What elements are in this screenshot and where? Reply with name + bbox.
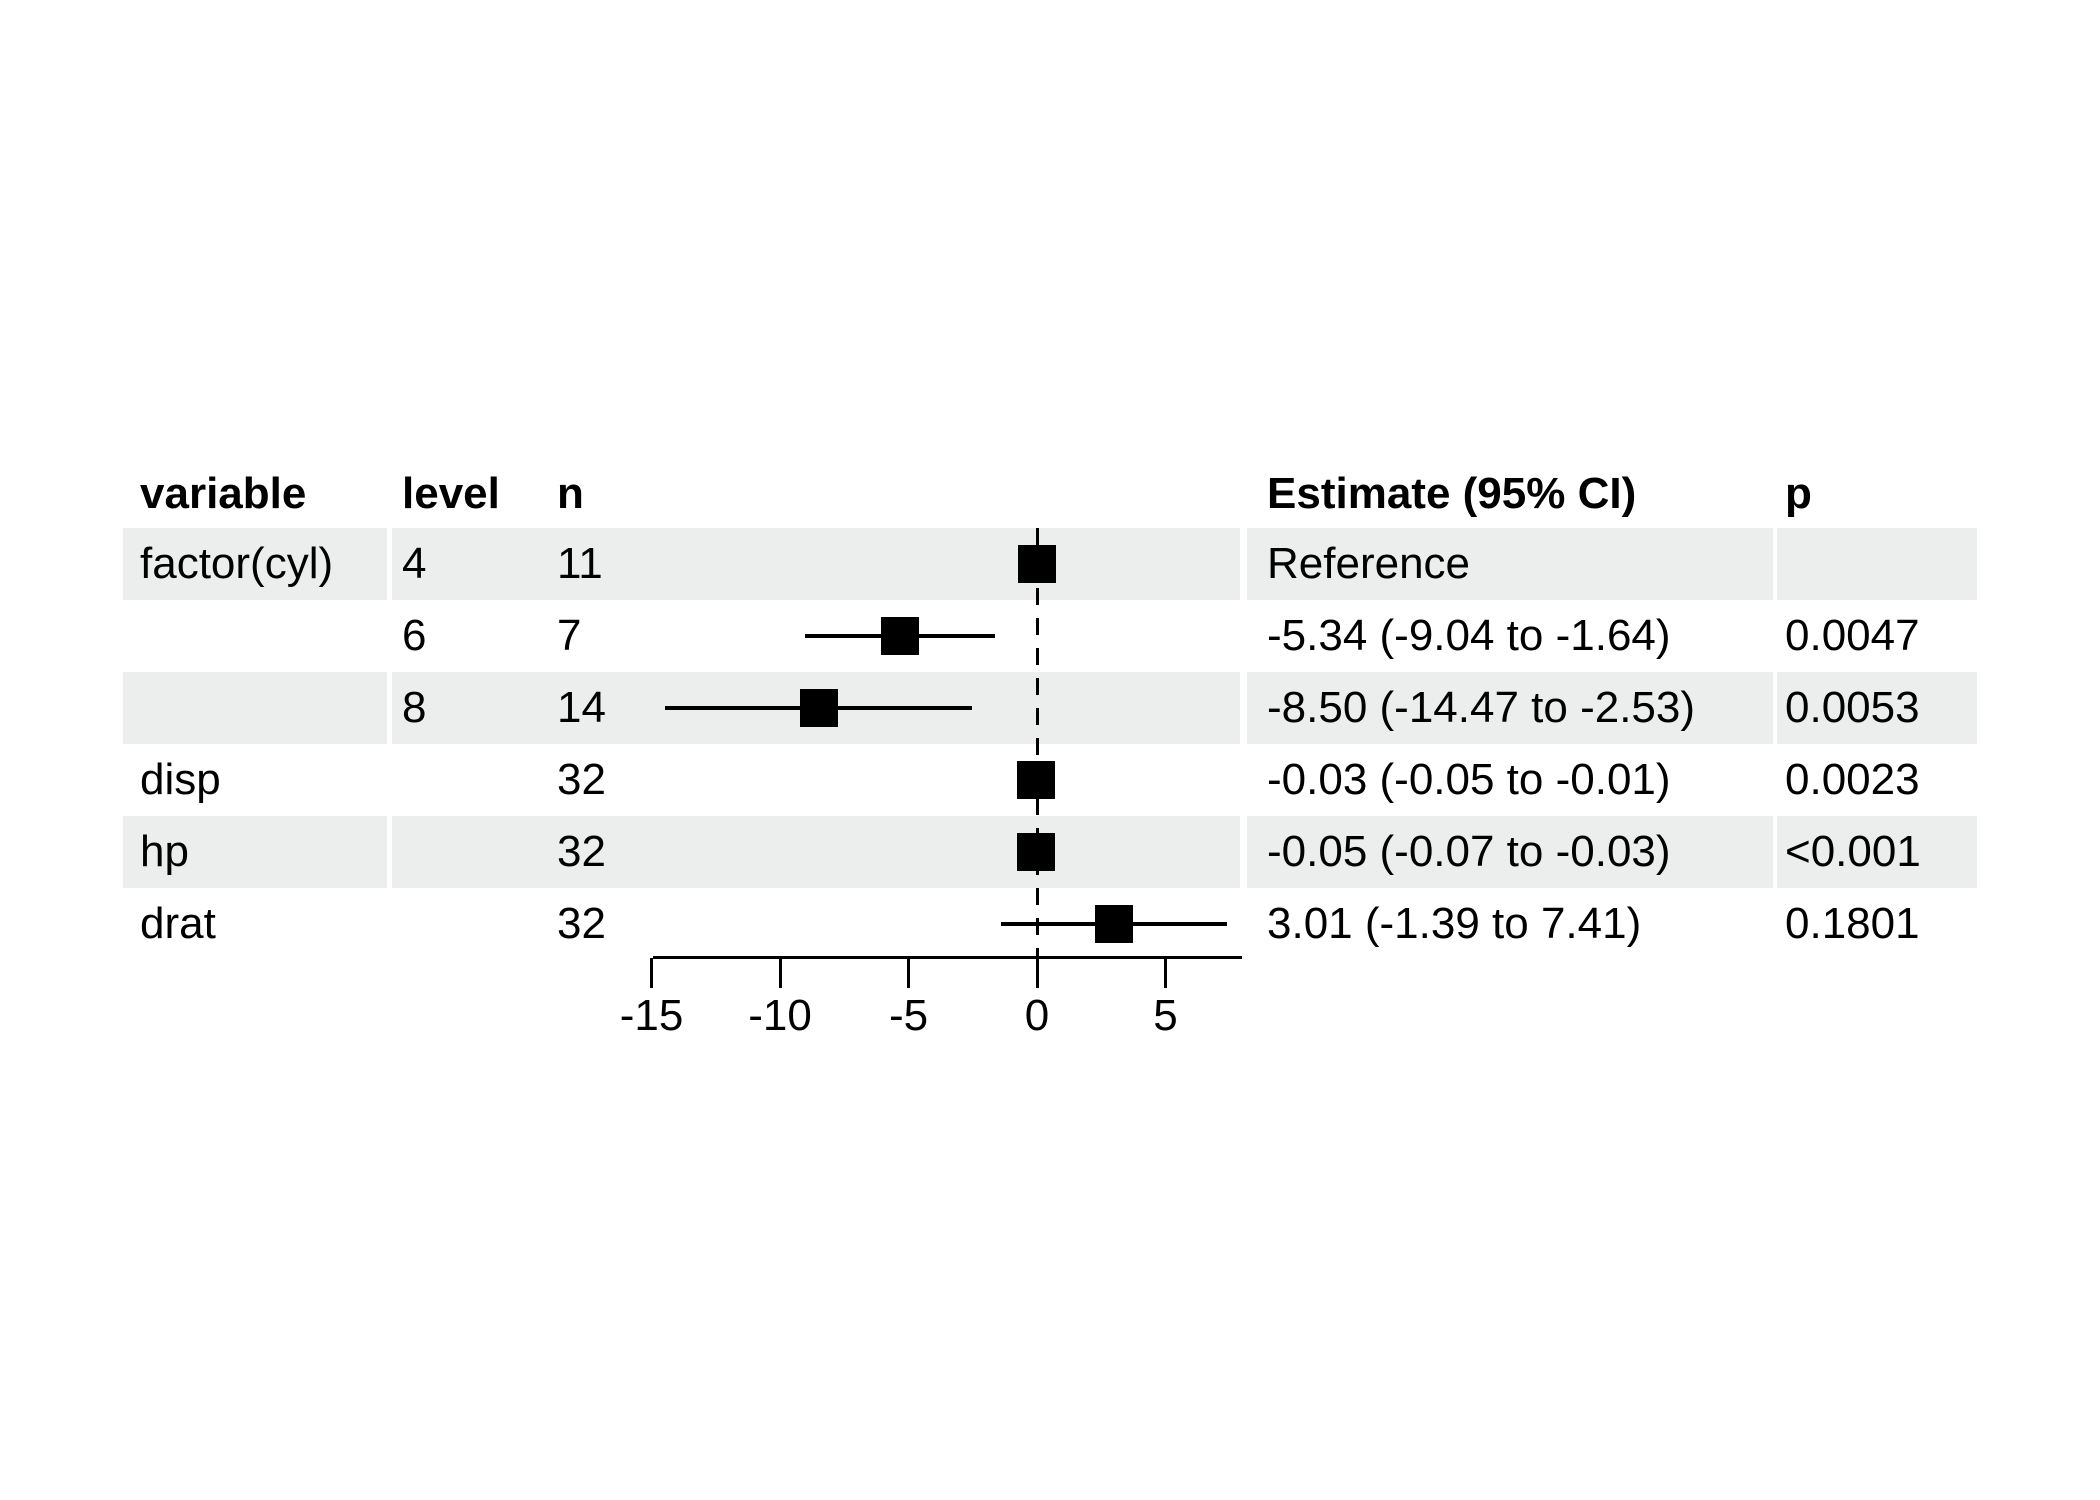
row-stripe-shaded xyxy=(123,528,387,600)
x-axis-tick xyxy=(650,958,653,988)
cell-variable: drat xyxy=(140,899,216,948)
cell-estimate: Reference xyxy=(1267,539,1471,588)
cell-level: 4 xyxy=(402,539,427,588)
cell-p: 0.1801 xyxy=(1785,899,1920,948)
x-axis-tick xyxy=(1164,958,1167,988)
row-stripe-shaded xyxy=(1247,816,1773,888)
cell-estimate: 3.01 (-1.39 to 7.41) xyxy=(1267,899,1642,948)
cell-estimate: -5.34 (-9.04 to -1.64) xyxy=(1267,611,1671,660)
row-stripe-plain xyxy=(392,744,1240,816)
cell-n: 11 xyxy=(557,539,603,588)
row-stripe-shaded xyxy=(392,528,1240,600)
row-stripe-shaded xyxy=(1247,528,1773,600)
point-estimate-marker xyxy=(799,689,838,727)
row-stripe-shaded xyxy=(1777,672,1977,744)
cell-variable: disp xyxy=(140,755,221,804)
cell-n: 32 xyxy=(557,827,606,876)
cell-p: 0.0047 xyxy=(1785,611,1920,660)
x-axis-tick xyxy=(778,958,782,988)
cell-p: <0.001 xyxy=(1785,827,1921,876)
column-header-estimate: Estimate (95% CI) xyxy=(1267,469,1637,518)
cell-level: 8 xyxy=(402,683,427,732)
zero-reference-line xyxy=(1035,528,1039,956)
cell-n: 14 xyxy=(557,683,606,732)
cell-p: 0.0023 xyxy=(1785,755,1920,804)
cell-p: 0.0053 xyxy=(1785,683,1920,732)
cell-n: 7 xyxy=(557,611,582,660)
row-stripe-shaded xyxy=(1777,816,1977,888)
point-estimate-marker xyxy=(1095,905,1134,943)
row-stripe-shaded xyxy=(123,672,387,744)
x-axis-tick-label: -10 xyxy=(748,991,812,1040)
column-header-p: p xyxy=(1785,469,1812,518)
cell-variable: factor(cyl) xyxy=(140,539,334,588)
point-estimate-marker xyxy=(1017,761,1056,799)
cell-level: 6 xyxy=(402,611,427,660)
cell-n: 32 xyxy=(557,899,606,948)
cell-variable: hp xyxy=(140,827,189,876)
x-axis-tick-label: 0 xyxy=(1024,991,1050,1040)
row-stripe-shaded xyxy=(1247,672,1773,744)
point-estimate-marker xyxy=(880,617,919,655)
x-axis-tick-label: -15 xyxy=(619,991,684,1040)
cell-estimate: -0.03 (-0.05 to -0.01) xyxy=(1267,755,1671,804)
row-stripe-shaded xyxy=(392,816,1240,888)
x-axis-tick-label: 5 xyxy=(1153,991,1178,1040)
x-axis-line xyxy=(653,956,1242,959)
x-axis-tick-label: -5 xyxy=(888,991,929,1040)
column-panel xyxy=(392,528,1240,960)
column-header-variable: variable xyxy=(140,469,307,518)
cell-n: 32 xyxy=(557,755,606,804)
row-stripe-plain xyxy=(123,600,387,672)
column-header-n: n xyxy=(557,469,584,518)
column-panel xyxy=(123,528,387,960)
column-header-level: level xyxy=(402,469,500,518)
cell-estimate: -8.50 (-14.47 to -2.53) xyxy=(1267,683,1696,732)
x-axis-tick xyxy=(1035,958,1039,988)
column-panel xyxy=(1247,528,1773,960)
point-estimate-marker xyxy=(1016,833,1055,871)
point-estimate-marker xyxy=(1018,545,1056,583)
row-stripe-shaded xyxy=(1777,528,1977,600)
x-axis-tick xyxy=(907,958,910,988)
column-panel xyxy=(1777,528,1977,960)
cell-estimate: -0.05 (-0.07 to -0.03) xyxy=(1267,827,1671,876)
row-stripe-shaded xyxy=(123,816,387,888)
